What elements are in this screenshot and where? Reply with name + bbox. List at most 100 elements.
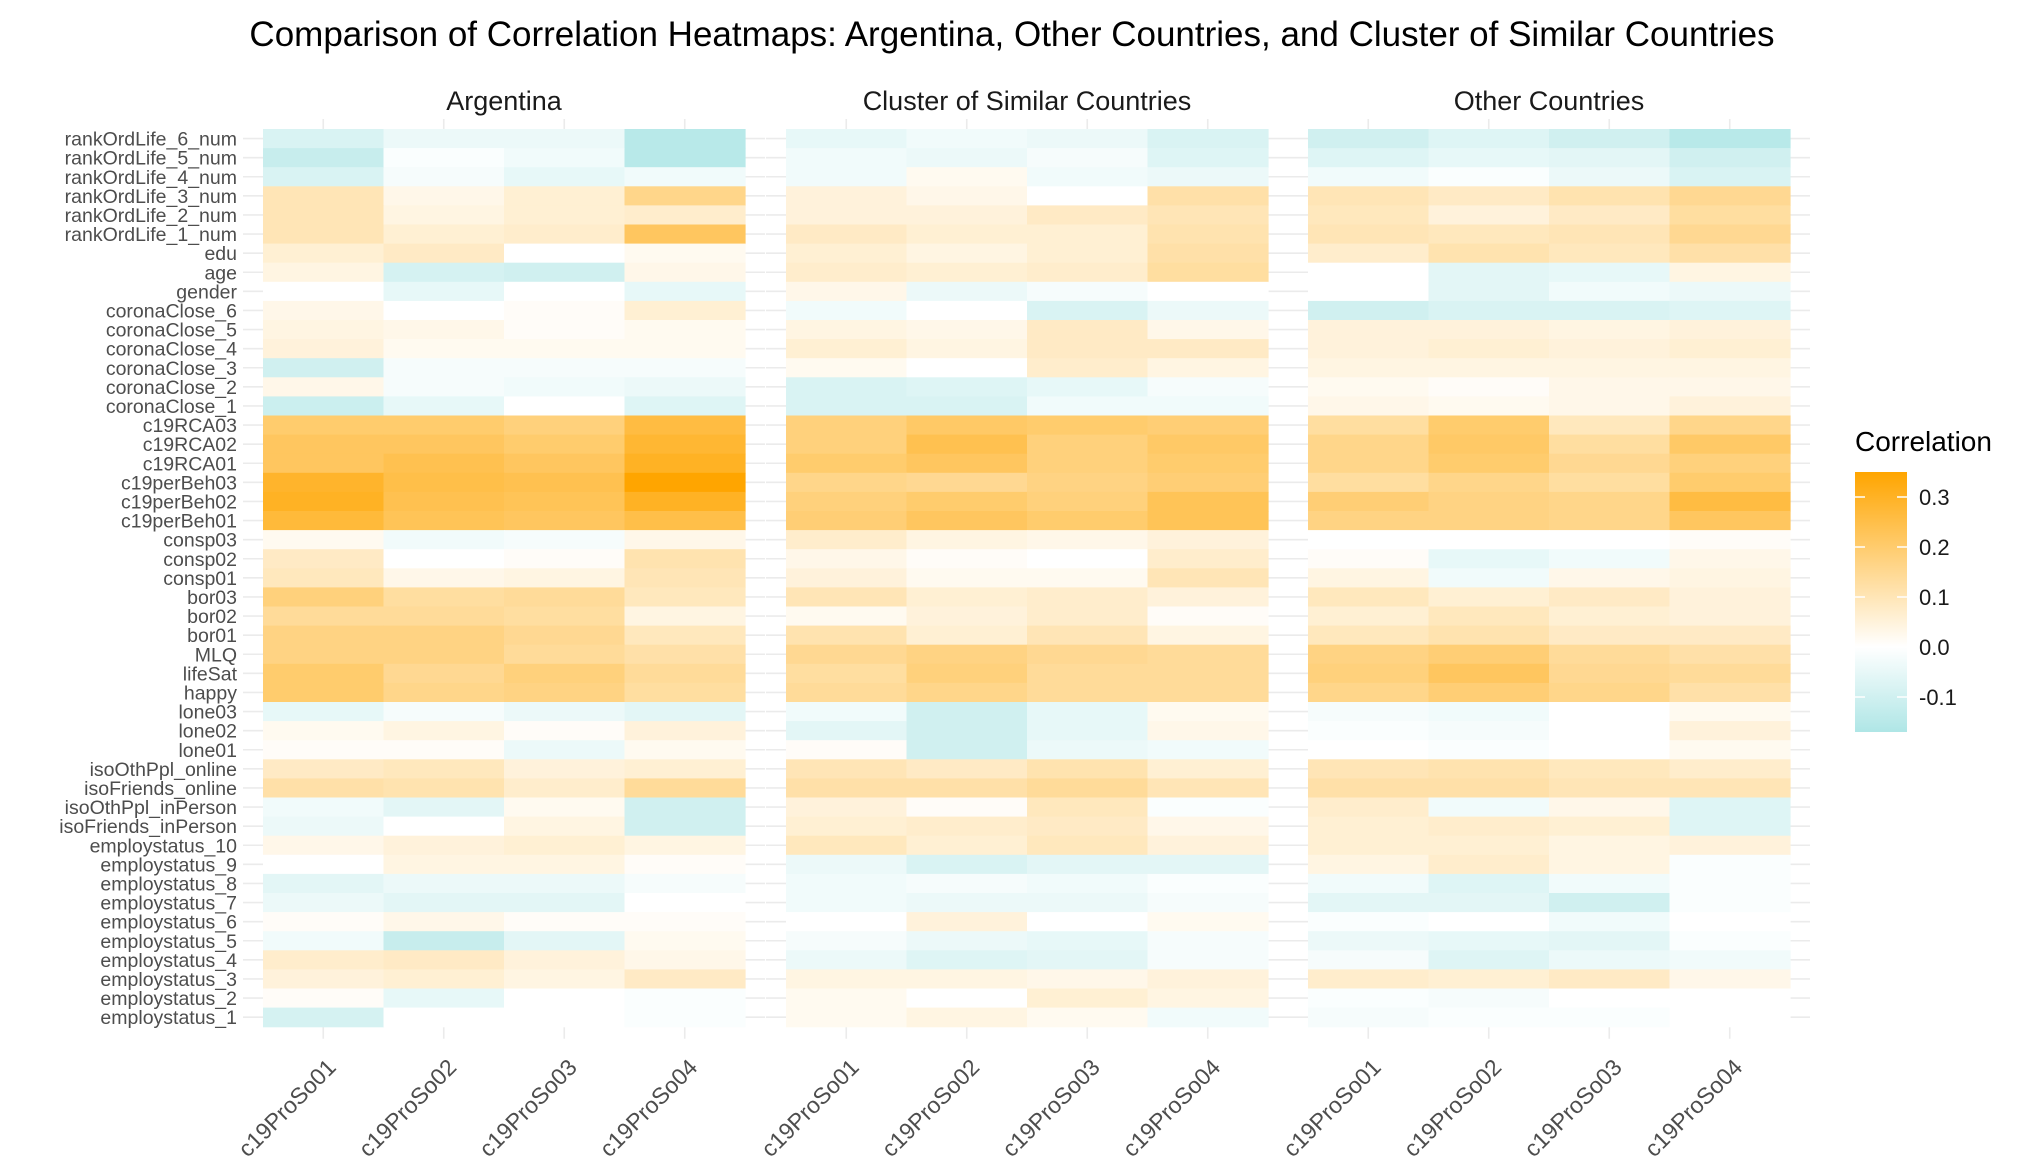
heatmap-tile (1027, 778, 1149, 799)
heatmap-tile (1027, 663, 1149, 684)
heatmap-tile (1027, 205, 1149, 226)
heatmap-tile (1669, 778, 1791, 799)
heatmap-tile (906, 873, 1028, 894)
heatmap-tile (786, 797, 908, 818)
heatmap-tile (263, 320, 385, 340)
heatmap-tile (1027, 281, 1149, 302)
heatmap-tile (383, 205, 505, 226)
heatmap-tile (786, 663, 908, 684)
heatmap-tile (504, 854, 626, 875)
y-tick-label: age (204, 262, 237, 284)
x-tick-label: c19ProSo04 (594, 1054, 702, 1162)
heatmap-tile (504, 377, 626, 397)
legend-break-label: 0.0 (1919, 635, 1950, 660)
heatmap-tile (1147, 224, 1269, 245)
heatmap-tile (906, 224, 1028, 245)
x-tick-label: c19ProSo02 (353, 1054, 461, 1162)
heatmap-tile (906, 721, 1028, 741)
heatmap-tile (1669, 931, 1791, 951)
heatmap-tile (1027, 988, 1149, 1009)
heatmap-tile (504, 530, 626, 550)
heatmap-tile (1147, 300, 1269, 321)
heatmap-tile (1428, 491, 1550, 512)
heatmap-tile (263, 472, 385, 493)
heatmap-tile (1428, 377, 1550, 397)
heatmap-tile (1308, 377, 1430, 397)
y-tick-label: lone01 (178, 740, 237, 762)
heatmap-tile (383, 549, 505, 569)
heatmap-tile (383, 568, 505, 588)
heatmap-tile (263, 1007, 385, 1028)
heatmap-tile (1428, 320, 1550, 340)
heatmap-tile (1669, 568, 1791, 588)
heatmap-tile (906, 472, 1028, 493)
legend-break-label: -0.1 (1919, 685, 1957, 710)
heatmap-tile (383, 148, 505, 168)
heatmap-tile (906, 453, 1028, 474)
heatmap-tile (504, 224, 626, 245)
heatmap-tile (906, 262, 1028, 283)
heatmap-tile (1027, 224, 1149, 245)
heatmap-tile (624, 663, 746, 684)
heatmap-tile (1308, 969, 1430, 990)
panel-argentina: Argentina c19ProSo01 c19ProSo02 c19ProSo03 c… (233, 86, 765, 1162)
heatmap-tile (1027, 759, 1149, 779)
heatmap-tile (906, 854, 1028, 875)
heatmap-tile (1428, 854, 1550, 875)
heatmap-tile (263, 186, 385, 206)
heatmap-tile (504, 606, 626, 627)
heatmap-tile (383, 950, 505, 970)
heatmap-tile (383, 281, 505, 302)
heatmap-tile (624, 434, 746, 455)
heatmap-tile (383, 587, 505, 608)
heatmap-tile (786, 606, 908, 627)
heatmap-tile (504, 472, 626, 493)
heatmap-tile (1669, 377, 1791, 397)
heatmap-tile (1027, 300, 1149, 321)
heatmap-tile (786, 511, 908, 531)
heatmap-tile (786, 549, 908, 569)
heatmap-tile (1428, 300, 1550, 321)
heatmap-tile (1027, 568, 1149, 588)
heatmap-tile (1549, 873, 1671, 894)
y-tick-label: c19RCA03 (143, 415, 237, 437)
heatmap-tile (1549, 243, 1671, 264)
heatmap-tile (624, 702, 746, 722)
heatmap-tile (1669, 358, 1791, 378)
heatmap-tile (383, 129, 505, 149)
heatmap-tile (624, 893, 746, 913)
heatmap-tile (1669, 320, 1791, 340)
heatmap-tile (1669, 912, 1791, 932)
heatmap-tile (1428, 1007, 1550, 1028)
heatmap-tile (1147, 491, 1269, 512)
heatmap-tile (1669, 663, 1791, 684)
heatmap-tile (263, 224, 385, 245)
heatmap-tile (906, 663, 1028, 684)
heatmap-tile (1549, 606, 1671, 627)
heatmap-tile (383, 415, 505, 436)
heatmap-tile (504, 339, 626, 359)
heatmap-tile (1549, 358, 1671, 378)
heatmap-tile (906, 644, 1028, 665)
heatmap-tile (1147, 358, 1269, 378)
heatmap-tile (1027, 721, 1149, 741)
heatmap-tile (906, 243, 1028, 264)
heatmap-tile (1428, 472, 1550, 493)
heatmap-tile (1669, 224, 1791, 245)
heatmap-tile (263, 587, 385, 608)
heatmap-tile (1428, 568, 1550, 588)
heatmap-tile (1027, 625, 1149, 646)
heatmap-tile (504, 778, 626, 799)
heatmap-tile (504, 415, 626, 436)
heatmap-tile (624, 682, 746, 703)
heatmap-tile (786, 931, 908, 951)
heatmap-tile (1669, 300, 1791, 321)
heatmap-tile (786, 339, 908, 359)
heatmap-tile (383, 778, 505, 799)
heatmap-tile (1027, 262, 1149, 283)
heatmap-tile (786, 396, 908, 417)
heatmap-tile (1308, 893, 1430, 913)
heatmap-tile (263, 740, 385, 760)
heatmap-tile (1669, 129, 1791, 149)
heatmap-tile (1308, 587, 1430, 608)
